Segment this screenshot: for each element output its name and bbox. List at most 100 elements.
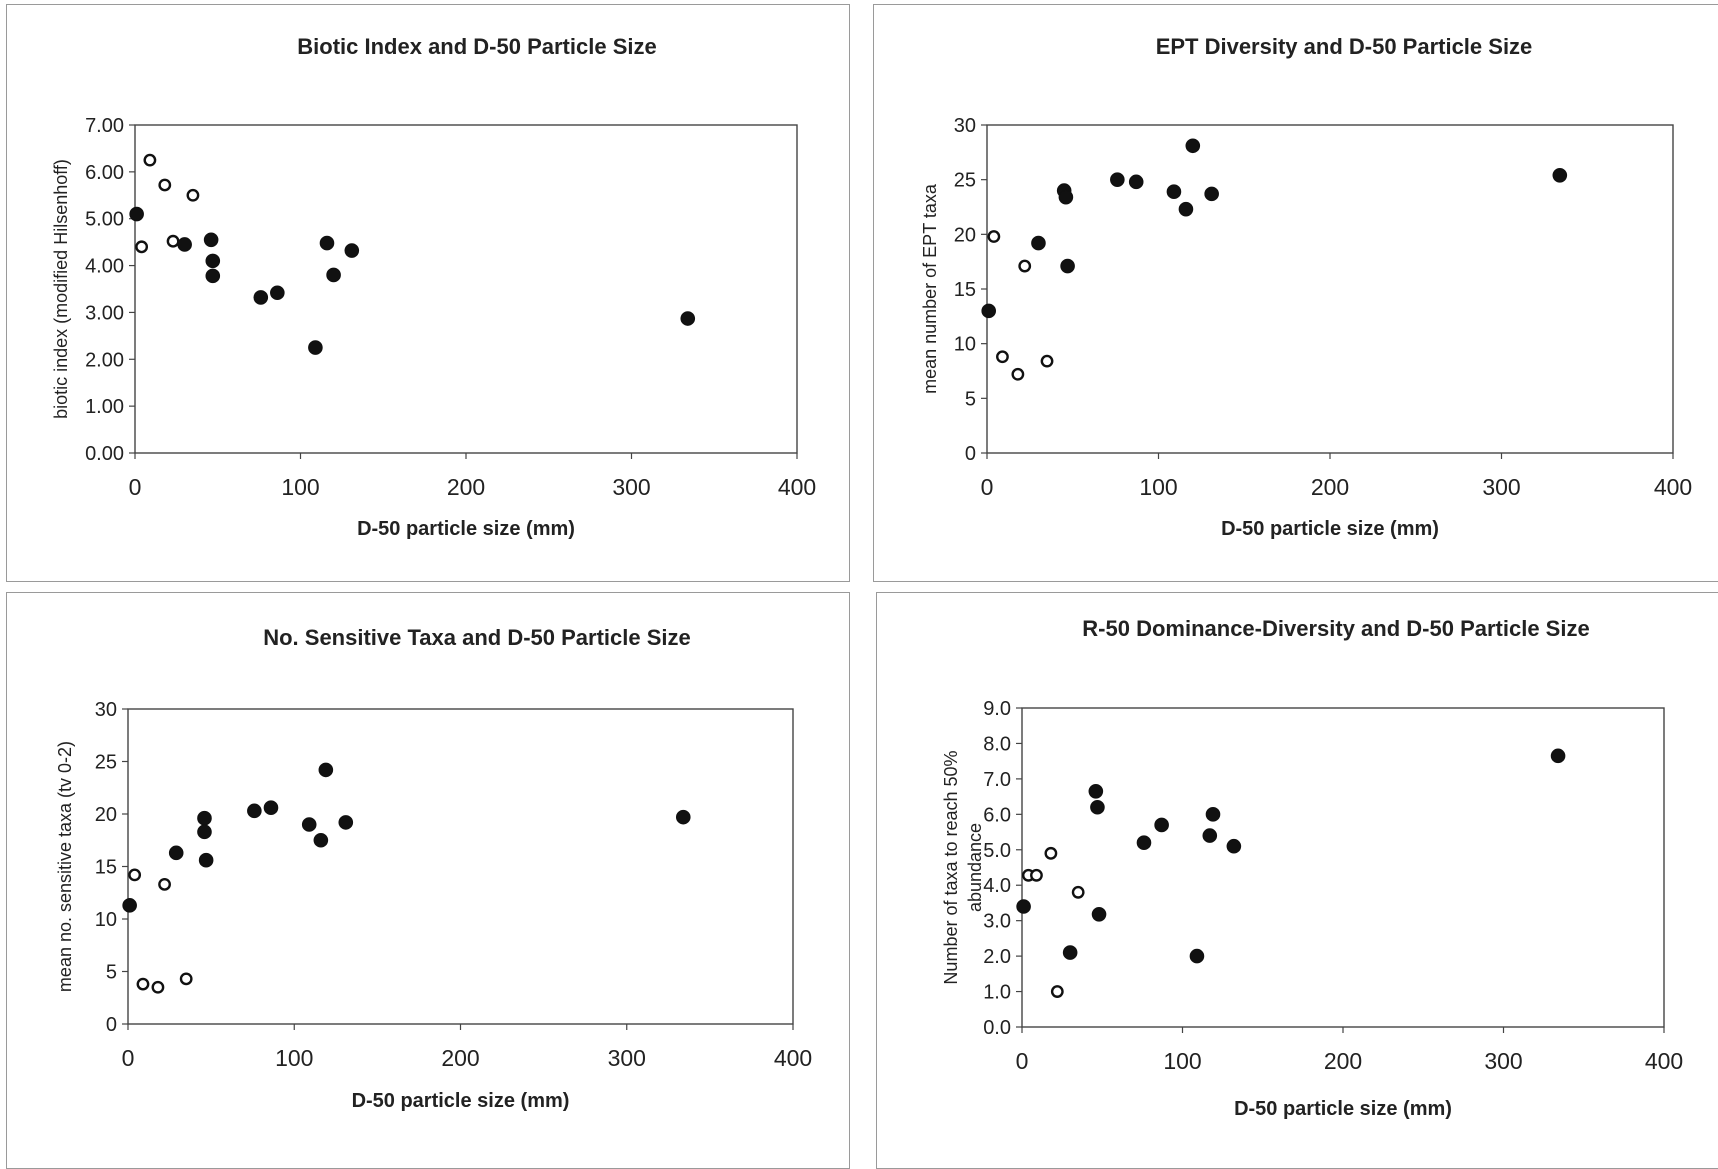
data-point-open — [1040, 354, 1054, 368]
data-point-filled — [1226, 838, 1242, 854]
plot-area-frame — [986, 124, 1674, 454]
y-tick-label: 5 — [106, 962, 117, 984]
data-point-filled — [205, 253, 221, 269]
x-tick-label: 300 — [612, 474, 650, 500]
y-tick-label: 15 — [95, 857, 117, 879]
plot-area-frame — [127, 708, 794, 1025]
data-point-filled — [1031, 235, 1046, 251]
x-tick-label: 400 — [778, 474, 816, 500]
x-tick-label: 0 — [1016, 1048, 1029, 1074]
y-tick-label: 0 — [965, 443, 976, 465]
chart-title: EPT Diversity and D-50 Particle Size — [1156, 34, 1533, 59]
data-point-filled — [1110, 172, 1125, 187]
x-tick-label: 300 — [1482, 474, 1520, 500]
data-point-open — [186, 188, 200, 202]
y-tick-label: 15 — [954, 279, 976, 301]
x-tick-label: 200 — [441, 1045, 479, 1071]
y-axis-label: Number of taxa to reach 50% abundance — [941, 750, 985, 984]
data-point-filled — [1178, 201, 1194, 217]
data-point-filled — [129, 206, 144, 222]
data-point-open — [158, 178, 172, 192]
y-tick-label: 8.0 — [983, 733, 1011, 755]
data-point-open — [179, 972, 193, 986]
data-point-filled — [308, 340, 323, 355]
data-point-filled — [168, 845, 184, 861]
y-tick-label: 7.00 — [85, 115, 124, 137]
y-tick-label: 1.00 — [85, 396, 124, 418]
data-point-filled — [197, 810, 212, 826]
data-point-open — [987, 230, 1001, 243]
data-point-filled — [338, 815, 354, 830]
data-point-filled — [1091, 906, 1107, 922]
chart-panel-biotic-index: Biotic Index and D-50 Particle Size 0.00 1… — [6, 4, 850, 582]
data-point-filled — [177, 237, 192, 252]
x-tick-label: 100 — [275, 1045, 313, 1071]
data-point-filled — [263, 800, 279, 815]
data-point-open — [1044, 846, 1058, 860]
data-point-filled — [1090, 799, 1105, 815]
data-point-open — [996, 350, 1009, 364]
chart-panel-sensitive-taxa: No. Sensitive Taxa and D-50 Particle Siz… — [6, 592, 850, 1169]
data-point-filled — [301, 817, 317, 832]
y-tick-label: 6.0 — [983, 804, 1011, 826]
y-tick-label: 3.00 — [85, 302, 124, 324]
x-axis-label: D-50 particle size (mm) — [352, 1090, 570, 1112]
y-tick-label: 0 — [106, 1014, 117, 1036]
data-point-filled — [253, 290, 269, 305]
data-point-filled — [1136, 835, 1152, 850]
y-tick-label: 20 — [954, 224, 976, 246]
data-point-filled — [198, 852, 214, 868]
data-point-filled — [1058, 189, 1074, 205]
chart-panel-ept-diversity: EPT Diversity and D-50 Particle Size 0 5 10… — [873, 4, 1718, 582]
x-tick-label: 100 — [281, 474, 319, 500]
y-axis-label: biotic index (modified Hilsenhoff) — [51, 159, 71, 419]
chart-title: Biotic Index and D-50 Particle Size — [297, 34, 656, 59]
data-point-filled — [1189, 948, 1205, 964]
y-tick-label: 30 — [954, 115, 976, 137]
data-point-filled — [205, 268, 221, 284]
y-tick-label: 4.0 — [983, 875, 1011, 897]
data-point-filled — [1062, 945, 1078, 960]
y-tick-label: 5.00 — [85, 209, 124, 231]
x-tick-label: 300 — [608, 1045, 646, 1071]
x-axis-label: D-50 particle size (mm) — [1234, 1098, 1452, 1120]
x-tick-label: 0 — [129, 474, 142, 500]
data-point-filled — [1550, 748, 1566, 764]
data-point-filled — [1128, 174, 1144, 190]
data-point-open — [1071, 885, 1085, 899]
data-point-filled — [981, 303, 997, 319]
data-point-open — [1018, 259, 1032, 273]
data-point-open — [143, 153, 157, 167]
y-tick-label: 10 — [954, 334, 976, 356]
x-tick-label: 0 — [122, 1045, 135, 1071]
data-point-filled — [1204, 186, 1219, 202]
data-point-filled — [326, 267, 341, 283]
plot-area-frame — [134, 124, 798, 454]
y-tick-label: 10 — [95, 909, 117, 931]
y-tick-label: 5 — [965, 388, 976, 410]
y-tick-label: 9.0 — [983, 698, 1011, 720]
data-point-open — [1030, 868, 1043, 882]
chart-svg: EPT Diversity and D-50 Particle Size 0 5 10… — [920, 34, 1692, 540]
chart-panel-r50-dominance: R-50 Dominance-Diversity and D-50 Partic… — [876, 592, 1718, 1169]
y-axis-label: mean no. sensitive taxa (tv 0-2) — [55, 741, 75, 992]
data-point-open — [135, 240, 149, 254]
data-point-open — [128, 868, 142, 882]
data-point-open — [166, 234, 180, 248]
y-tick-label: 5.0 — [983, 840, 1011, 862]
y-tick-label: 4.00 — [85, 256, 124, 278]
x-tick-label: 300 — [1484, 1048, 1522, 1074]
x-tick-label: 200 — [1311, 474, 1349, 500]
x-tick-label: 400 — [1645, 1048, 1683, 1074]
data-point-open — [136, 977, 150, 991]
data-point-filled — [247, 803, 262, 819]
data-point-filled — [1552, 167, 1568, 183]
chart-title: No. Sensitive Taxa and D-50 Particle Siz… — [263, 625, 691, 650]
y-tick-label: 0.0 — [983, 1017, 1011, 1039]
data-point-filled — [1185, 138, 1201, 154]
data-point-filled — [344, 243, 360, 258]
x-tick-label: 100 — [1163, 1048, 1201, 1074]
y-tick-label: 3.0 — [983, 911, 1011, 933]
data-point-filled — [680, 311, 696, 326]
y-tick-label: 20 — [95, 804, 117, 826]
